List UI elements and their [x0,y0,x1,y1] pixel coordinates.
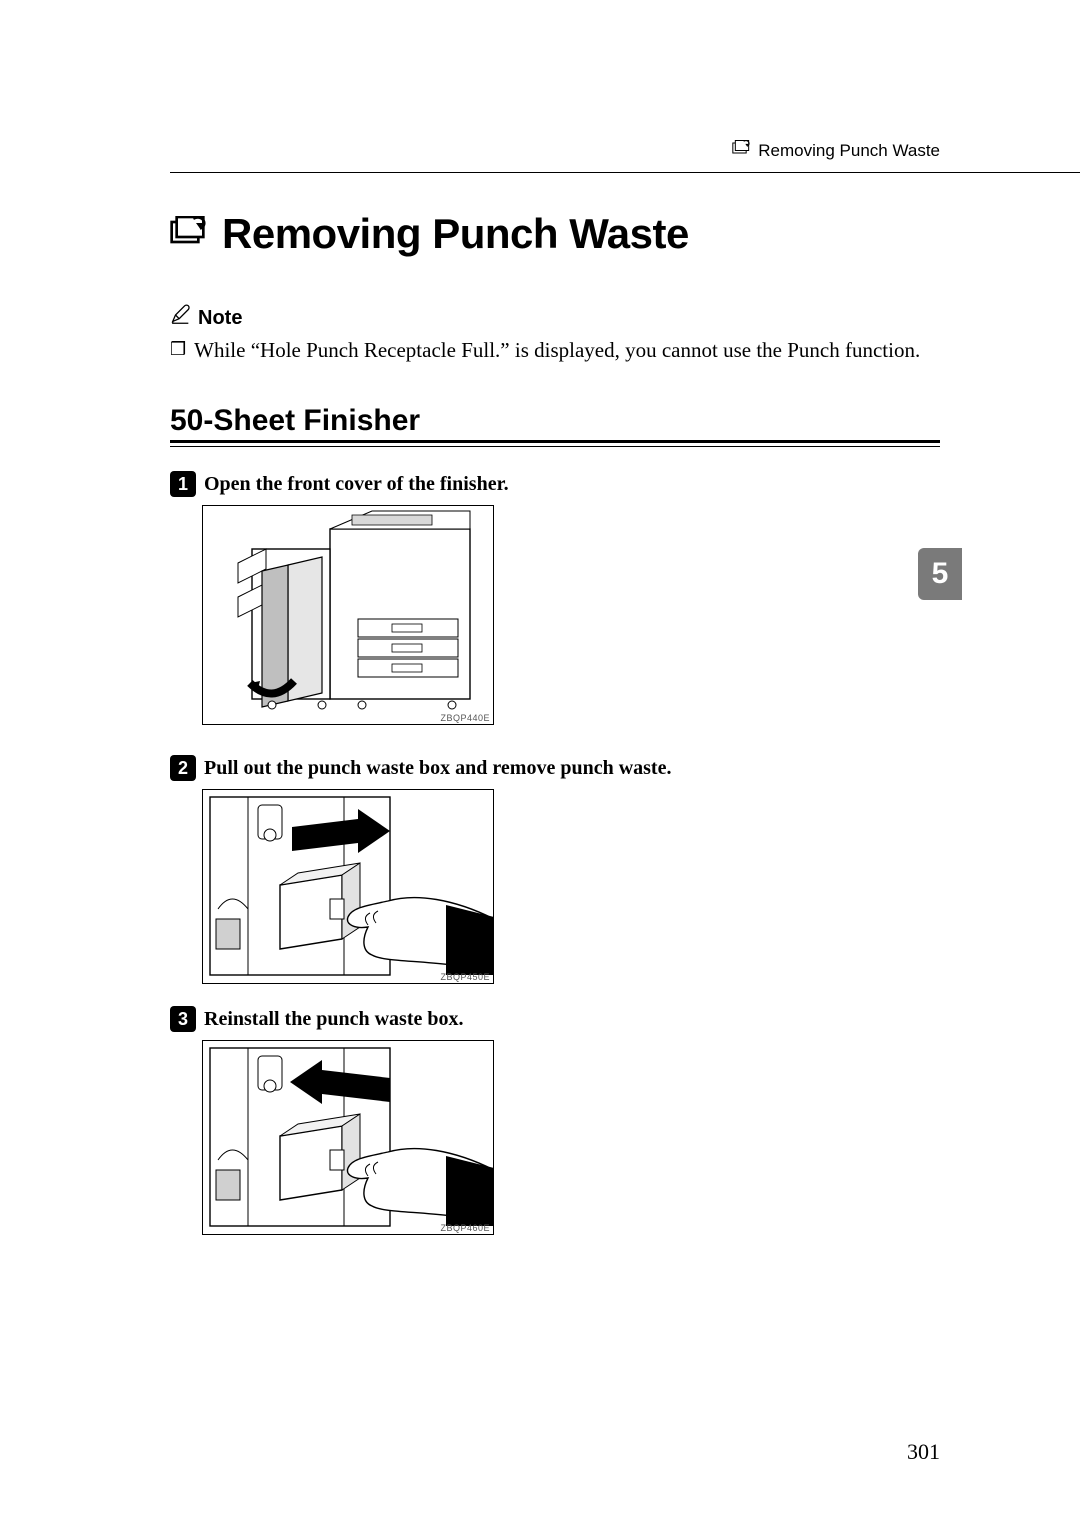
figure-code: ZBQP450E [440,972,490,982]
step-text: Pull out the punch waste box and remove … [204,757,671,780]
running-head: Removing Punch Waste [732,140,940,161]
page-number: 301 [907,1439,940,1465]
note-text: While “Hole Punch Receptacle Full.” is d… [194,336,920,364]
note-label: Note [198,307,242,330]
step-1: 1 Open the front cover of the finisher. [170,471,940,725]
running-head-text: Removing Punch Waste [758,141,940,161]
step-number-badge: 2 [170,755,196,781]
pencil-icon [170,304,192,332]
step-number-badge: 3 [170,1006,196,1032]
figure-2: ZBQP450E [202,789,494,984]
step-3: 3 Reinstall the punch waste box. [170,1006,940,1235]
section-rule-thick [170,440,940,443]
page-title-row: Removing Punch Waste [170,210,940,258]
note-bullet-icon: ❒ [170,336,186,364]
page-title: Removing Punch Waste [222,210,689,258]
note-block: Note ❒ While “Hole Punch Receptacle Full… [170,304,940,364]
step-2: 2 Pull out the punch waste box and remov… [170,755,940,984]
paper-refill-icon [170,216,210,253]
figure-3: ZBQP460E [202,1040,494,1235]
figure-code: ZBQP440E [440,713,490,723]
step-number-badge: 1 [170,471,196,497]
chapter-tab: 5 [918,548,962,600]
step-text: Open the front cover of the finisher. [204,473,509,496]
section-rule-thin [170,446,940,447]
figure-code: ZBQP460E [440,1223,490,1233]
header-rule [170,172,1080,173]
section-heading: 50-Sheet Finisher [170,404,940,438]
paper-refill-icon [732,140,752,161]
figure-1: ZBQP440E [202,505,494,725]
step-text: Reinstall the punch waste box. [204,1008,463,1031]
